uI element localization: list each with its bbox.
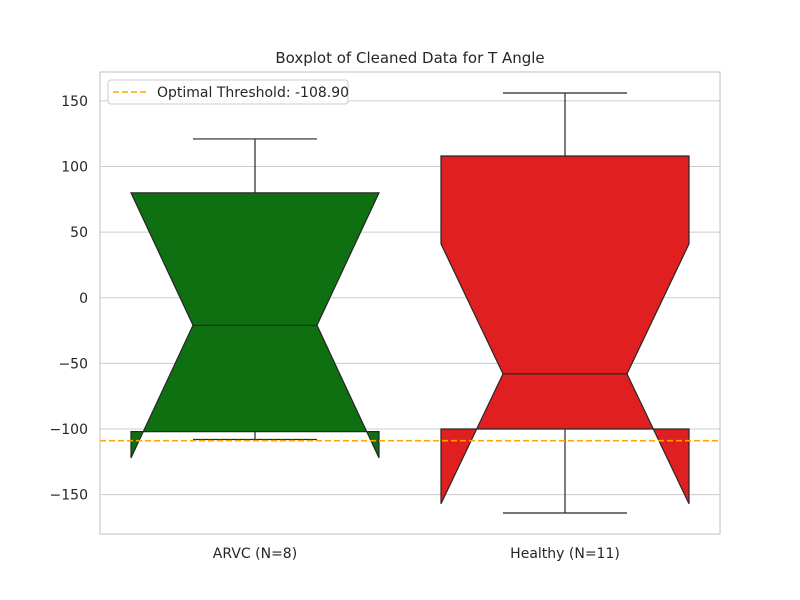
box-layer: [130, 92, 690, 514]
x-tick-label: Healthy (N=11): [510, 546, 620, 562]
legend-threshold-label: Optimal Threshold: -108.90: [157, 85, 349, 101]
y-tick-label: 100: [61, 160, 88, 176]
x-tick-labels: ARVC (N=8) Healthy (N=11): [213, 546, 620, 562]
y-tick-label: 50: [70, 225, 88, 241]
y-tick-label: −100: [50, 422, 88, 438]
y-tick-label: 0: [79, 291, 88, 307]
x-tick-label: ARVC (N=8): [213, 546, 297, 562]
y-tick-label: −50: [58, 356, 88, 372]
legend-box: [107, 79, 349, 105]
y-tick-label: −150: [50, 488, 88, 504]
y-tick-labels: −150 −100 −50 0 50 100 150: [50, 94, 88, 504]
chart-title: Boxplot of Cleaned Data for T Angle: [275, 49, 544, 67]
notched-box: [440, 155, 690, 505]
plot-frame: [99, 71, 721, 535]
y-tick-label: 150: [61, 94, 88, 110]
legend: Optimal Threshold: -108.90: [107, 79, 349, 105]
